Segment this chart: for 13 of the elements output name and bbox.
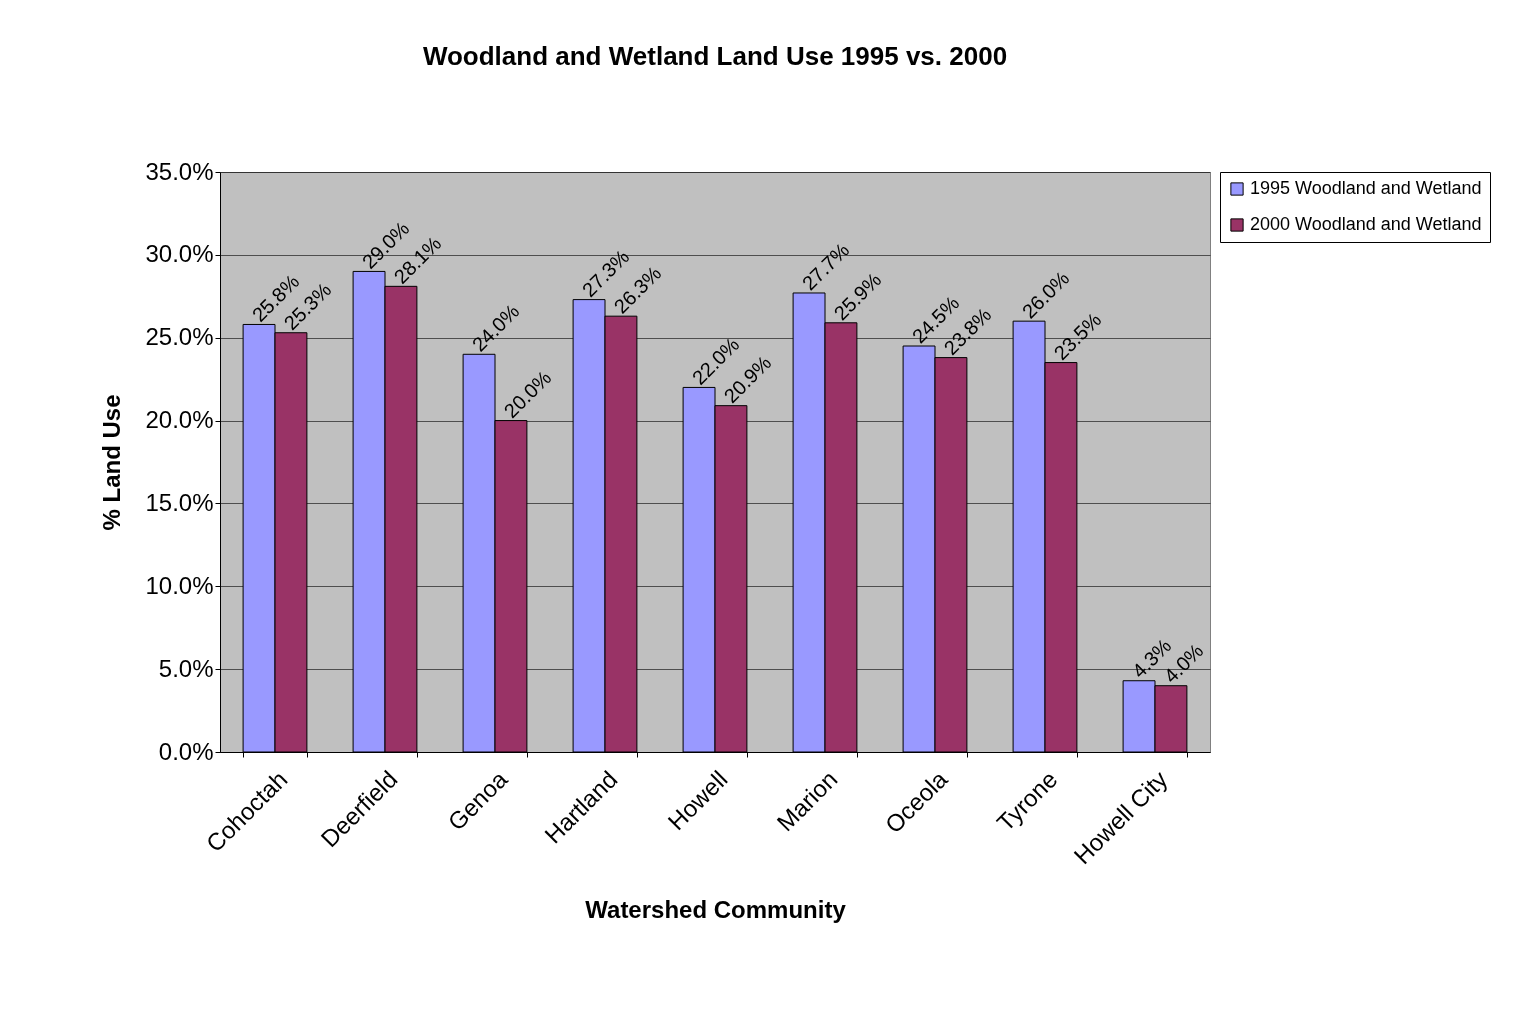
legend-label: 1995 Woodland and Wetland: [1250, 178, 1482, 198]
y-tick-label: 15.0%: [145, 488, 214, 516]
y-tick-label: 5.0%: [158, 654, 214, 682]
y-tick-label: 10.0%: [145, 571, 214, 599]
y-axis-title: % Land Use: [98, 394, 126, 531]
y-tick-label: 0.0%: [158, 737, 214, 765]
y-tick-label: 20.0%: [145, 406, 214, 434]
y-tick-label: 30.0%: [145, 240, 214, 268]
x-axis-title: Watershed Community: [585, 896, 847, 924]
chart-title: Woodland and Wetland Land Use 1995 vs. 2000: [422, 41, 1008, 71]
y-tick-label: 35.0%: [145, 157, 214, 185]
legend-label: 2000 Woodland and Wetland: [1250, 214, 1482, 234]
y-tick-label: 25.0%: [145, 323, 214, 351]
